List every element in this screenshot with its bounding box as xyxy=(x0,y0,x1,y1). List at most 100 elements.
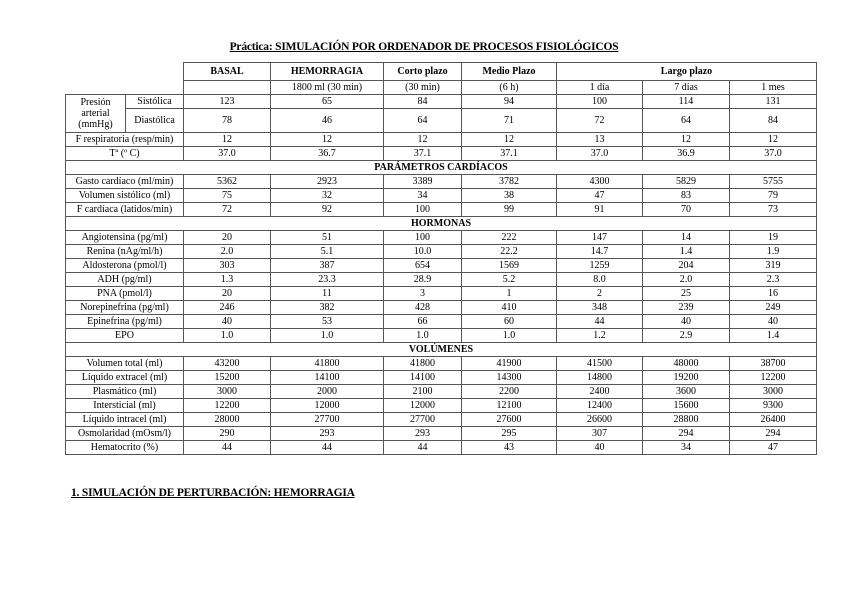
value-cell: 239 xyxy=(642,300,730,315)
value-cell: 12200 xyxy=(183,398,271,413)
value-cell: 26400 xyxy=(729,412,817,427)
value-cell: 12 xyxy=(270,132,384,147)
value-cell: 12 xyxy=(729,132,817,147)
value-cell: 5755 xyxy=(729,174,817,189)
value-cell: 47 xyxy=(556,188,643,203)
row-label: Sistólica xyxy=(125,94,184,109)
value-cell: 246 xyxy=(183,300,271,315)
table-row: Volumen sistólico (ml) 75 32 34 38 47 83 79 xyxy=(65,188,817,203)
value-cell: 1.3 xyxy=(183,272,271,287)
value-cell: 12 xyxy=(183,132,271,147)
value-cell: 114 xyxy=(642,94,730,109)
table-row: Angiotensina (pg/ml) 20 51 100 222 147 14 19 xyxy=(65,230,817,245)
value-cell: 14100 xyxy=(383,370,462,385)
value-cell: 100 xyxy=(556,94,643,109)
value-cell: 44 xyxy=(183,440,271,455)
value-cell: 44 xyxy=(270,440,384,455)
results-table: BASAL HEMORRAGIA Corto plazo Medio Plazo… xyxy=(65,62,817,455)
table-row: Volumen total (ml) 43200 41800 41800 41900 41… xyxy=(65,356,817,371)
value-cell: 1.9 xyxy=(729,244,817,259)
value-cell: 2.9 xyxy=(642,328,730,343)
value-cell: 28800 xyxy=(642,412,730,427)
header-row: BASAL HEMORRAGIA Corto plazo Medio Plazo… xyxy=(65,62,817,95)
value-cell: 37.0 xyxy=(183,146,271,161)
value-cell: 5362 xyxy=(183,174,271,189)
value-cell: 8.0 xyxy=(556,272,643,287)
value-cell: 2000 xyxy=(270,384,384,399)
row-label: Intersticial (ml) xyxy=(65,398,184,413)
value-cell: 410 xyxy=(461,300,557,315)
row-label: Diastólica xyxy=(125,108,184,133)
value-cell: 293 xyxy=(270,426,384,441)
value-cell: 27700 xyxy=(383,412,462,427)
table-row: Presión arterial (mmHg) Sistólica 123 65 84 9… xyxy=(65,94,817,133)
value-cell: 382 xyxy=(270,300,384,315)
value-cell: 1.4 xyxy=(642,244,730,259)
value-cell: 147 xyxy=(556,230,643,245)
value-cell: 40 xyxy=(556,440,643,455)
table-row: PNA (pmol/l) 20 11 3 1 2 25 16 xyxy=(65,286,817,301)
row-label: Líquido extracel (ml) xyxy=(65,370,184,385)
row-label: Osmolaridad (mOsm/l) xyxy=(65,426,184,441)
subcolumn-header: 7 días xyxy=(642,80,730,95)
value-cell: 34 xyxy=(383,188,462,203)
value-cell: 34 xyxy=(642,440,730,455)
table-row: Líquido intracel (ml) 28000 27700 27700 2760… xyxy=(65,412,817,427)
row-label: Tª (º C) xyxy=(65,146,184,161)
subcolumn-header: 1 mes xyxy=(729,80,817,95)
value-cell: 28.9 xyxy=(383,272,462,287)
value-cell: 15600 xyxy=(642,398,730,413)
subcolumn-header: (6 h) xyxy=(461,80,557,95)
value-cell: 1.0 xyxy=(461,328,557,343)
value-cell: 19 xyxy=(729,230,817,245)
value-cell: 1.2 xyxy=(556,328,643,343)
value-cell: 16 xyxy=(729,286,817,301)
value-cell: 3 xyxy=(383,286,462,301)
value-cell: 12000 xyxy=(270,398,384,413)
value-cell: 37.0 xyxy=(729,146,817,161)
value-cell: 15200 xyxy=(183,370,271,385)
section-row: PARÁMETROS CARDÍACOS xyxy=(65,160,817,175)
value-cell: 131 xyxy=(729,94,817,109)
row-label: Plasmático (ml) xyxy=(65,384,184,399)
table-row: Renina (nAg/ml/h) 2.0 5.1 10.0 22.2 14.7 1.4 1.… xyxy=(65,244,817,259)
value-cell: 3782 xyxy=(461,174,557,189)
value-cell: 1259 xyxy=(556,258,643,273)
value-cell: 12200 xyxy=(729,370,817,385)
value-cell: 14100 xyxy=(270,370,384,385)
corner-cell xyxy=(65,62,184,95)
row-group-label: Presión arterial (mmHg) xyxy=(65,94,126,133)
row-label: Renina (nAg/ml/h) xyxy=(65,244,184,259)
value-cell: 123 xyxy=(183,94,271,109)
value-cell: 5829 xyxy=(642,174,730,189)
value-cell: 40 xyxy=(183,314,271,329)
column-header: BASAL xyxy=(183,62,271,81)
value-cell: 84 xyxy=(383,94,462,109)
value-cell: 3000 xyxy=(729,384,817,399)
value-cell: 1.0 xyxy=(270,328,384,343)
value-cell: 319 xyxy=(729,258,817,273)
value-cell: 48000 xyxy=(642,356,730,371)
row-label: Gasto cardíaco (ml/min) xyxy=(65,174,184,189)
value-cell: 2.0 xyxy=(642,272,730,287)
value-cell: 99 xyxy=(461,202,557,217)
value-cell: 1569 xyxy=(461,258,557,273)
value-cell: 20 xyxy=(183,230,271,245)
value-cell: 73 xyxy=(729,202,817,217)
value-cell: 19200 xyxy=(642,370,730,385)
value-cell: 348 xyxy=(556,300,643,315)
value-cell: 64 xyxy=(642,108,730,133)
value-cell: 22.2 xyxy=(461,244,557,259)
value-cell: 9300 xyxy=(729,398,817,413)
value-cell: 36.7 xyxy=(270,146,384,161)
value-cell: 91 xyxy=(556,202,643,217)
value-cell: 2.3 xyxy=(729,272,817,287)
row-label: Líquido intracel (ml) xyxy=(65,412,184,427)
column-header: Corto plazo xyxy=(383,62,462,81)
row-label: Volumen total (ml) xyxy=(65,356,184,371)
value-cell: 387 xyxy=(270,258,384,273)
value-cell: 94 xyxy=(461,94,557,109)
value-cell: 290 xyxy=(183,426,271,441)
table-row: EPO 1.0 1.0 1.0 1.0 1.2 2.9 1.4 xyxy=(65,328,817,343)
value-cell: 79 xyxy=(729,188,817,203)
